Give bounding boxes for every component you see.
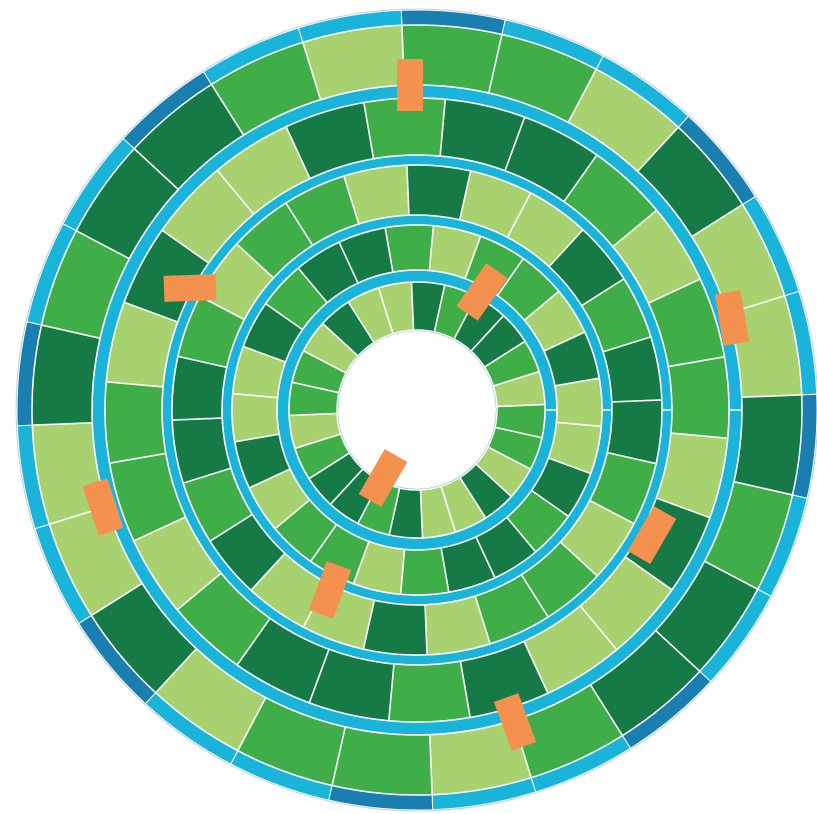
board-cell [399, 547, 450, 596]
board-cell [301, 24, 406, 101]
board-cell [231, 392, 280, 443]
board-cell [31, 324, 101, 426]
orange-block [358, 448, 408, 508]
orange-block [308, 561, 352, 619]
orange-block [456, 263, 508, 321]
orange-block [714, 290, 750, 346]
board-cell [387, 660, 471, 723]
orange-block [493, 693, 537, 751]
board-cell [384, 224, 435, 273]
board-cell [406, 164, 472, 221]
orange-block [397, 59, 423, 111]
board-cell [331, 726, 433, 796]
orange-block [82, 478, 124, 536]
board-cell [667, 356, 730, 440]
orange-block [627, 505, 677, 565]
center-hole [338, 331, 496, 489]
board-cell [733, 394, 803, 496]
orange-block [163, 274, 217, 302]
board-cell [363, 97, 447, 160]
board-cell [428, 224, 482, 280]
board-cell [554, 377, 603, 428]
board-cell [104, 380, 167, 464]
